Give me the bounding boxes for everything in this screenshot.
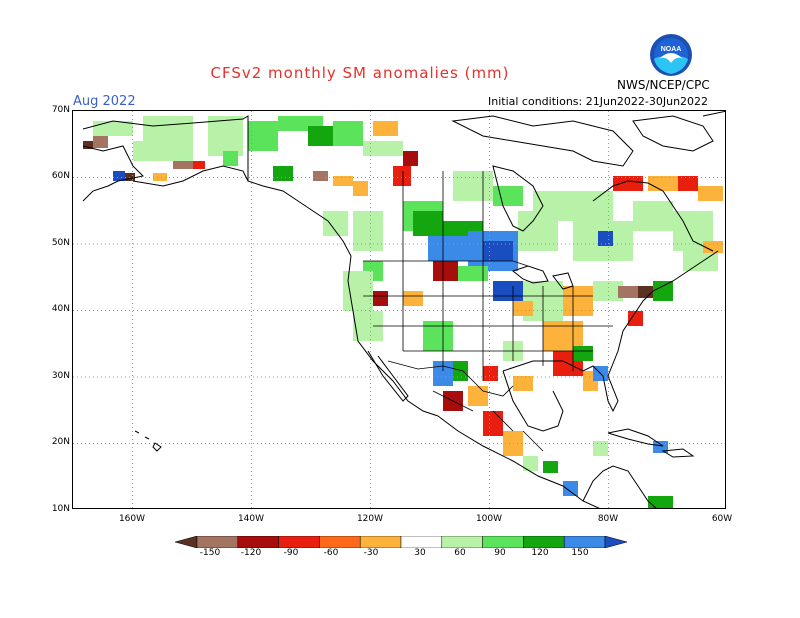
lat-label-70n: 70N <box>51 105 70 115</box>
lat-label-50n: 50N <box>51 238 70 248</box>
lat-label-10n: 10N <box>51 504 70 514</box>
colorbar-label-m120: -120 <box>240 548 262 558</box>
colorbar-label-m150: -150 <box>199 548 221 558</box>
colorbar-swatch-1 <box>196 536 239 548</box>
colorbar-label-m90: -90 <box>283 548 299 558</box>
political-borders <box>247 116 613 452</box>
colorbar-label-120: 120 <box>531 548 549 558</box>
colorbar-swatch-7 <box>441 536 483 548</box>
colorbar-label-30: 30 <box>414 548 426 558</box>
colorbar-swatch-0 <box>175 536 198 548</box>
lat-label-60n: 60N <box>51 171 70 181</box>
lon-label-80w: 80W <box>597 514 619 524</box>
colorbar-swatch-8 <box>482 536 524 548</box>
colorbar <box>175 536 627 548</box>
colorbar-label-90: 90 <box>494 548 506 558</box>
colorbar-swatch-6 <box>400 536 443 548</box>
svg-text:NOAA: NOAA <box>661 46 682 53</box>
colorbar-label-150: 150 <box>571 548 589 558</box>
colorbar-swatches <box>175 536 627 548</box>
colorbar-label-60: 60 <box>454 548 466 558</box>
noaa-logo: NOAA <box>650 34 692 76</box>
colorbar-swatch-2 <box>237 536 279 548</box>
graticule <box>73 111 725 508</box>
forecast-month: Aug 2022 <box>73 94 136 109</box>
coastlines <box>82 111 725 508</box>
lon-label-60w: 60W <box>711 514 733 524</box>
organization-label: NWS/NCEP/CPC <box>617 78 710 92</box>
chart-title: CFSv2 monthly SM anomalies (mm) <box>210 64 510 82</box>
map-canvas <box>73 111 725 508</box>
colorbar-swatch-4 <box>319 536 361 548</box>
colorbar-swatch-5 <box>359 536 402 548</box>
colorbar-swatch-9 <box>523 536 565 548</box>
lat-label-40n: 40N <box>51 304 70 314</box>
lon-label-140w: 140W <box>237 514 265 524</box>
initial-conditions: Initial conditions: 21Jun2022-30Jun2022 <box>488 95 709 108</box>
lon-label-120w: 120W <box>356 514 384 524</box>
lon-label-160w: 160W <box>118 514 146 524</box>
colorbar-swatch-3 <box>278 536 320 548</box>
colorbar-label-m60: -60 <box>323 548 339 558</box>
lat-label-20n: 20N <box>51 437 70 447</box>
colorbar-swatch-10 <box>563 536 606 548</box>
colorbar-swatch-11 <box>604 536 627 548</box>
lat-label-30n: 30N <box>51 371 70 381</box>
map-frame <box>72 110 726 509</box>
colorbar-label-m30: -30 <box>363 548 379 558</box>
lon-label-100w: 100W <box>475 514 503 524</box>
